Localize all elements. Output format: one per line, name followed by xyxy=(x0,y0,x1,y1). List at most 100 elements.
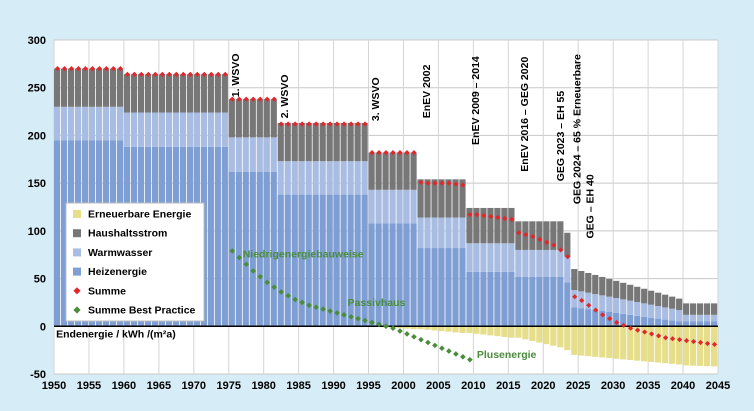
bar-warmwasser xyxy=(172,112,180,147)
bar-warmwasser xyxy=(340,161,347,195)
bar-erneuerbare xyxy=(522,326,529,340)
summe-point xyxy=(236,96,242,102)
best-practice-point xyxy=(292,296,298,303)
bar-heizenergie xyxy=(529,276,536,327)
summe-point xyxy=(690,338,697,345)
bar-heizenergie xyxy=(284,194,291,327)
bar-warmwasser xyxy=(438,217,445,249)
standards-labels: 1. WSVO 2. WSVO 3. WSVO EnEV 2002 EnEV 2009 … xyxy=(230,53,596,238)
bar-warmwasser xyxy=(669,308,676,321)
summe-point xyxy=(711,341,718,348)
bar-warmwasser xyxy=(480,243,487,272)
bar-heizenergie xyxy=(501,271,508,327)
bar-warmwasser xyxy=(186,112,193,147)
bar-haushaltsstrom xyxy=(60,68,68,107)
x-tick-label: 2030 xyxy=(601,380,625,392)
bar-haushaltsstrom xyxy=(711,303,718,315)
summe-point xyxy=(138,71,144,77)
bar-erneuerbare xyxy=(697,326,704,366)
bar-warmwasser xyxy=(494,243,501,272)
bar-haushaltsstrom xyxy=(459,179,466,218)
bar-haushaltsstrom xyxy=(193,74,200,113)
summe-point xyxy=(194,71,200,77)
bar-haushaltsstrom xyxy=(270,99,277,138)
bar-erneuerbare xyxy=(515,326,522,338)
bar-heizenergie xyxy=(396,223,403,327)
x-tick-label: 1965 xyxy=(147,380,171,392)
y-tick-label: -50 xyxy=(30,369,46,381)
x-tick-label: 2010 xyxy=(461,380,485,392)
bar-warmwasser xyxy=(291,161,298,195)
bar-heizenergie xyxy=(340,194,347,327)
x-tick-label: 1970 xyxy=(182,380,206,392)
summe-point xyxy=(446,180,452,186)
summe-point xyxy=(676,337,683,343)
bar-haushaltsstrom xyxy=(410,152,417,190)
summe-point xyxy=(704,340,711,347)
summe-point xyxy=(222,71,228,77)
bar-heizenergie xyxy=(361,194,368,327)
bar-heizenergie xyxy=(431,248,438,327)
summe-point xyxy=(495,214,501,221)
bar-warmwasser xyxy=(704,314,711,322)
bar-haushaltsstrom xyxy=(655,292,662,307)
bar-warmwasser xyxy=(263,137,270,172)
summe-point xyxy=(299,121,305,127)
bar-haushaltsstrom xyxy=(361,123,368,162)
bar-haushaltsstrom xyxy=(116,68,124,107)
best-practice-point xyxy=(278,289,284,295)
legend: Erneuerbare Energie Haushaltsstrom Warmwas… xyxy=(65,202,205,322)
y-tick-label: 100 xyxy=(28,226,46,238)
annotation-label: Niedrigenergiebauweise xyxy=(243,249,364,261)
bar-heizenergie xyxy=(347,194,354,327)
bar-haushaltsstrom xyxy=(585,272,592,293)
bar-warmwasser xyxy=(67,106,75,141)
bar-haushaltsstrom xyxy=(207,74,214,113)
summe-point xyxy=(509,216,515,223)
summe-point xyxy=(502,215,508,222)
best-practice-point xyxy=(390,325,396,331)
bar-erneuerbare xyxy=(480,326,487,335)
bar-haushaltsstrom xyxy=(536,221,543,250)
best-practice-point xyxy=(418,336,424,343)
bar-haushaltsstrom xyxy=(389,152,396,190)
bar-erneuerbare xyxy=(438,326,445,332)
summe-point xyxy=(124,71,130,77)
bar-heizenergie xyxy=(235,171,242,327)
bar-heizenergie xyxy=(207,146,214,327)
best-practice-point xyxy=(411,333,417,340)
summe-point xyxy=(383,150,389,156)
bar-haushaltsstrom xyxy=(172,74,180,113)
best-practice-point xyxy=(397,328,403,334)
summe-point xyxy=(376,150,382,156)
bar-haushaltsstrom xyxy=(368,152,375,190)
bar-haushaltsstrom xyxy=(200,74,207,113)
summe-point xyxy=(54,66,61,72)
bar-warmwasser xyxy=(284,161,291,195)
legend-box xyxy=(65,202,205,322)
bars-negative xyxy=(375,326,718,367)
best-practice-point xyxy=(229,248,236,254)
bar-heizenergie xyxy=(452,248,459,327)
bar-haushaltsstrom xyxy=(375,152,382,190)
standard-label: GEG 2024 – 65 % Erneuerbare xyxy=(571,54,583,204)
y-tick-label: 250 xyxy=(28,83,46,95)
bar-heizenergie xyxy=(578,308,585,327)
bar-haushaltsstrom xyxy=(683,303,690,315)
bar-haushaltsstrom xyxy=(557,221,564,250)
bar-erneuerbare xyxy=(508,326,515,338)
bar-heizenergie xyxy=(368,223,375,327)
bar-haushaltsstrom xyxy=(74,68,82,107)
legend-label: Summe Best Practice xyxy=(88,305,196,317)
bar-warmwasser xyxy=(158,112,166,147)
y-tick-label: 200 xyxy=(28,130,46,142)
bar-warmwasser xyxy=(277,161,284,195)
annotations: Niedrigenergiebauweise Passivhaus Plusener… xyxy=(56,249,536,361)
bar-warmwasser xyxy=(599,295,606,312)
bar-warmwasser xyxy=(116,106,124,141)
summe-point xyxy=(292,121,298,127)
legend-swatch xyxy=(73,229,81,238)
best-practice-point xyxy=(348,313,354,320)
bar-haushaltsstrom xyxy=(256,99,263,138)
bar-haushaltsstrom xyxy=(165,74,173,113)
